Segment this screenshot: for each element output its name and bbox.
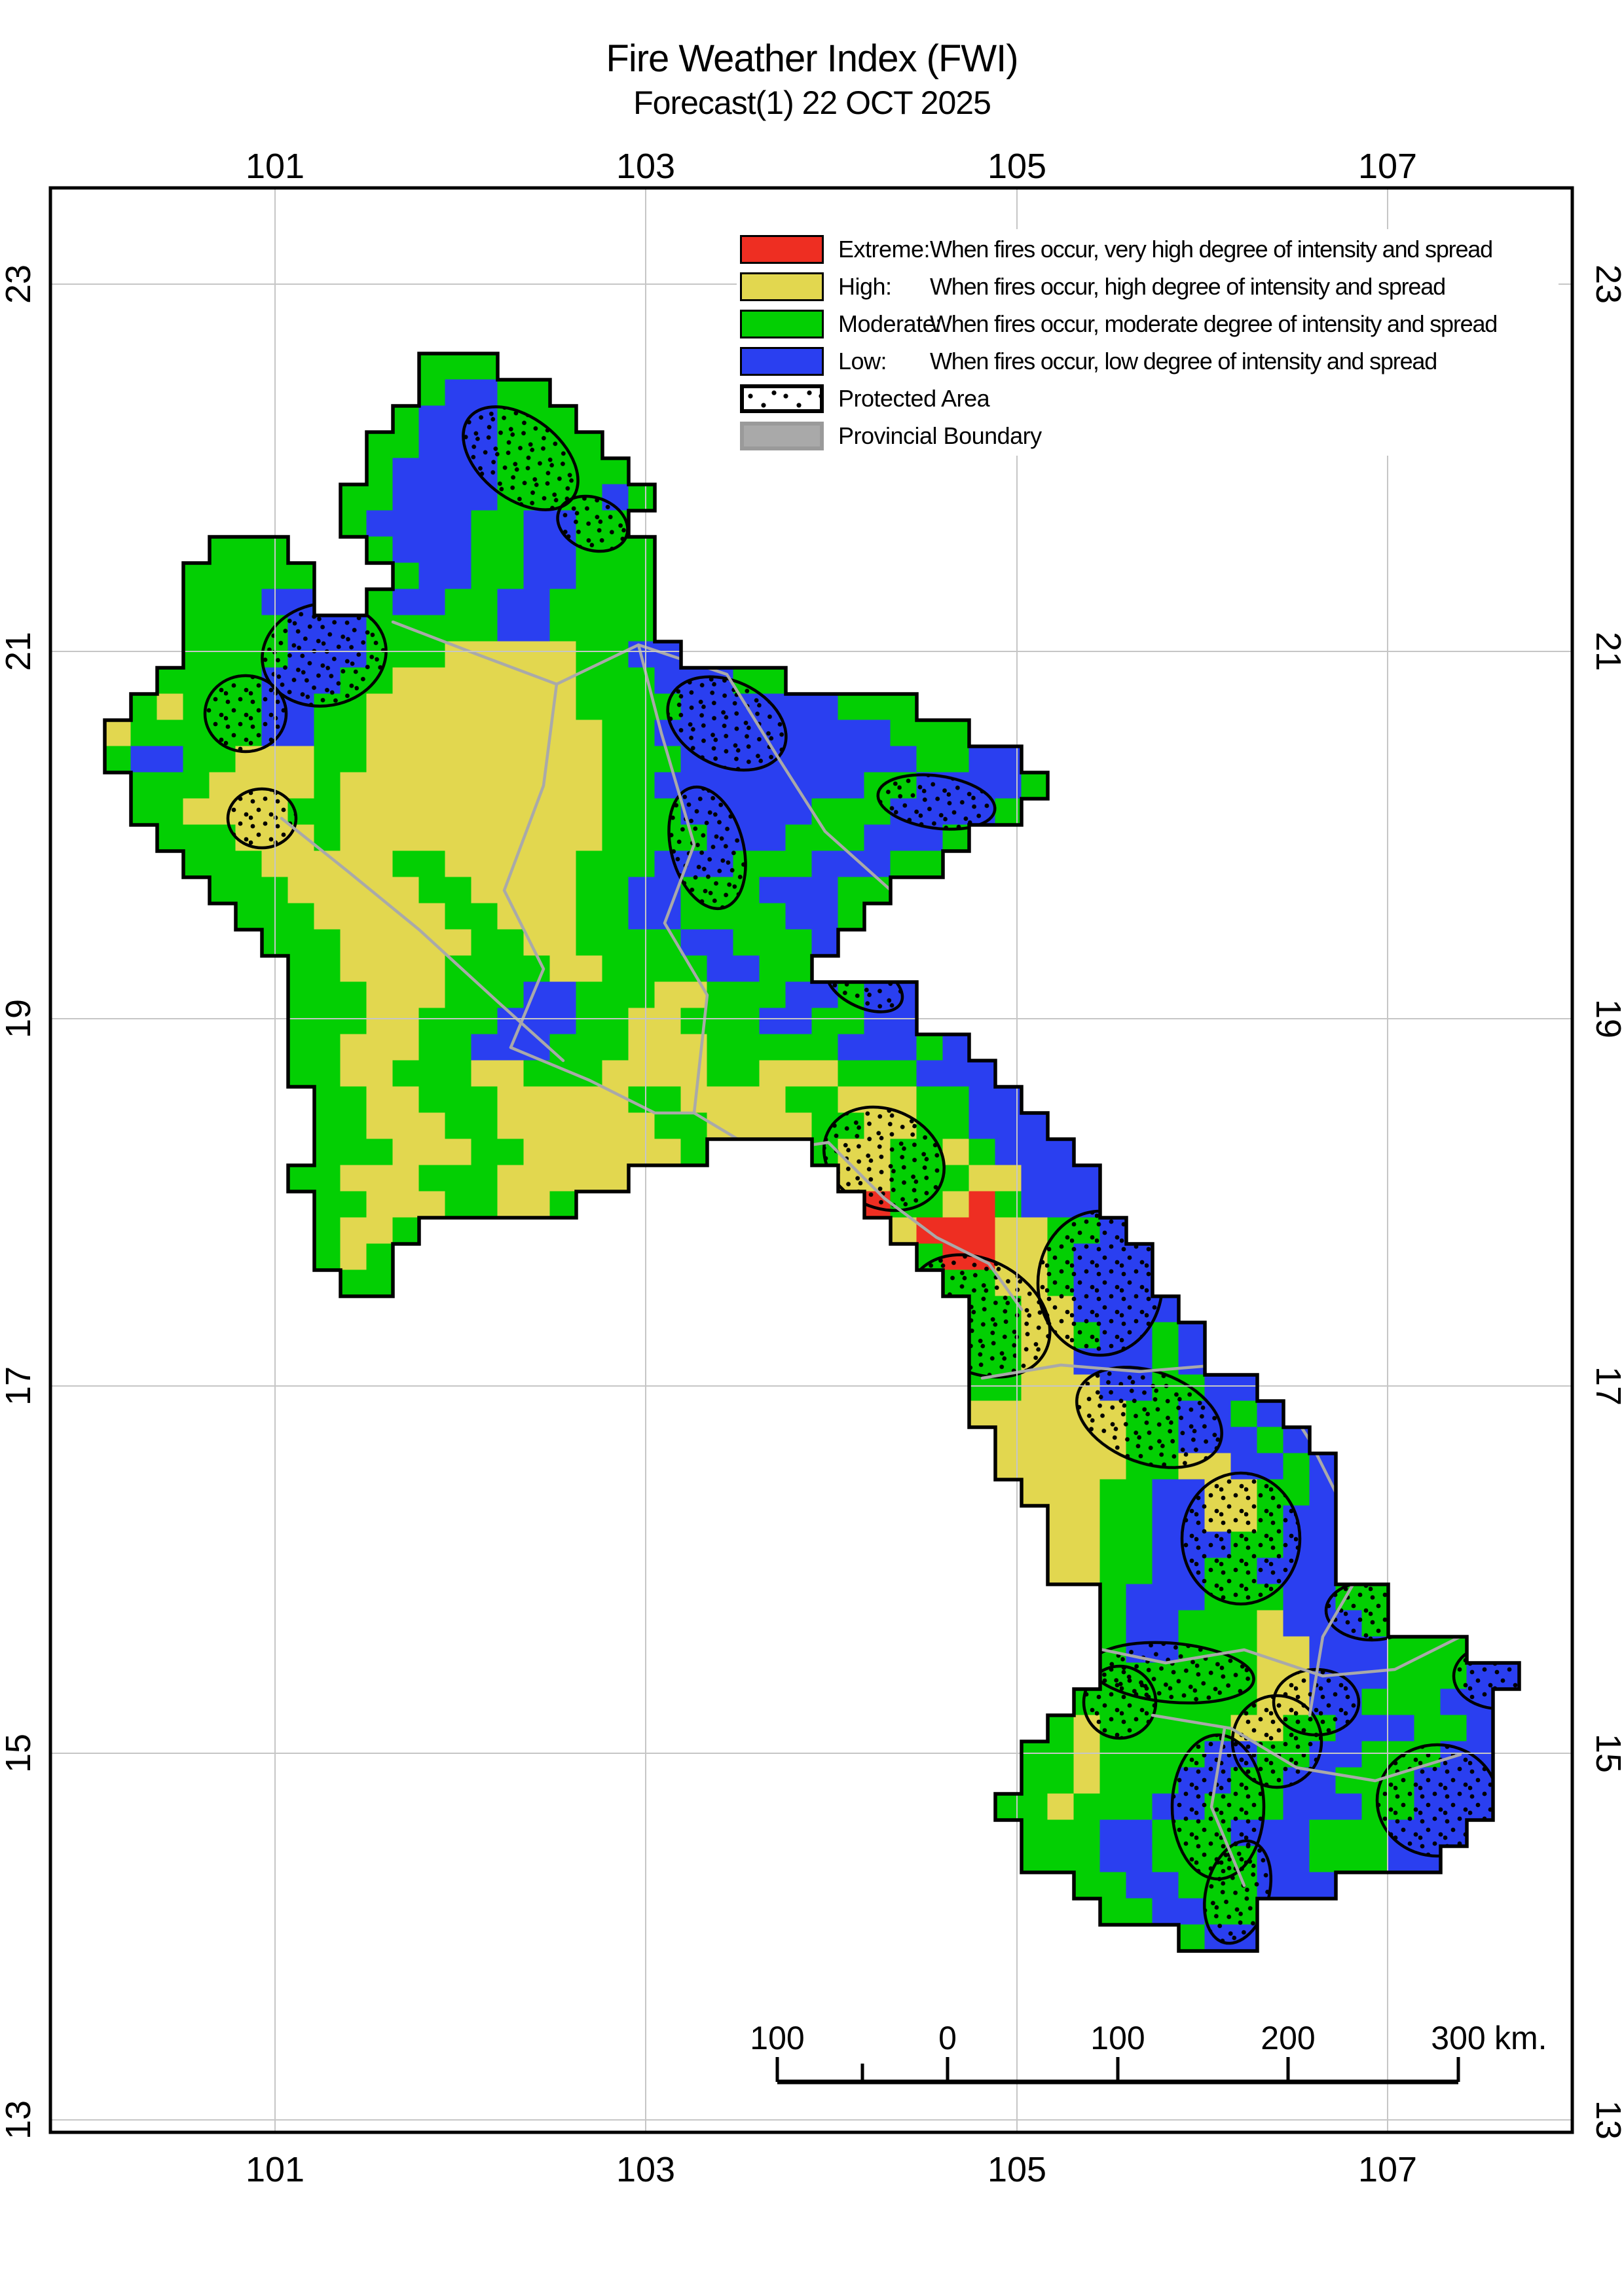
provincial-boundary-line xyxy=(882,1196,1024,1311)
legend-row-protected: Protected Area xyxy=(737,380,1559,417)
provincial-boundary-line xyxy=(502,682,559,1049)
lat-label-right: 13 xyxy=(1589,2100,1624,2140)
graticule xyxy=(50,188,1572,2132)
lat-label-right: 17 xyxy=(1589,1366,1624,1406)
scale-bar: 100 0 100 200 300 km. xyxy=(750,2020,1547,2085)
lon-label-bottom: 103 xyxy=(616,2150,675,2189)
legend-label: High: xyxy=(838,272,892,300)
provincial-boundary-line xyxy=(1151,1713,1462,1783)
lat-label-right: 23 xyxy=(1589,264,1624,304)
legend-swatch-low xyxy=(740,346,824,376)
provincial-boundary-line xyxy=(637,643,709,1115)
provincial-boundary-line xyxy=(1209,1726,1246,1887)
lat-label-left: 13 xyxy=(0,2100,38,2140)
lon-label-top: 105 xyxy=(987,147,1046,186)
provincial-boundary-line xyxy=(1308,1573,1361,1717)
protected-area-blob xyxy=(1036,1209,1164,1357)
lat-label-right: 19 xyxy=(1589,999,1624,1038)
lon-label-top: 103 xyxy=(616,147,675,186)
legend-swatch-high xyxy=(740,272,824,301)
protected-area-blob xyxy=(667,785,747,911)
legend-label: Provincial Boundary xyxy=(838,422,1042,449)
protected-area-blob xyxy=(226,787,298,850)
lat-label-right: 21 xyxy=(1589,632,1624,671)
protected-area-blob xyxy=(1324,1579,1420,1642)
protected-area-blob xyxy=(556,494,629,553)
legend-swatch-protected xyxy=(740,384,824,413)
legend-description: When fires occur, moderate degree of int… xyxy=(930,310,1498,337)
scale-bar-label: 100 xyxy=(1090,2020,1145,2056)
protected-area-blob xyxy=(876,773,997,831)
legend-label: Moderate: xyxy=(838,310,942,337)
lon-label-bottom: 105 xyxy=(987,2150,1046,2189)
map-title: Fire Weather Index (FWI) xyxy=(606,37,1018,80)
protected-area-blob xyxy=(1082,1664,1158,1740)
lat-label-left: 15 xyxy=(0,1734,38,1773)
lat-label-left: 19 xyxy=(0,999,38,1038)
provincial-boundary-line xyxy=(280,816,565,1063)
axis-labels: 101 101 103 103 105 105 107 107 23 23 21 21 19 19 17 17… xyxy=(0,147,1624,2189)
lon-label-bottom: 101 xyxy=(246,2150,304,2189)
legend-row-provincial: Provincial Boundary xyxy=(737,417,1559,454)
protected-area-blob xyxy=(203,674,288,754)
lat-label-right: 15 xyxy=(1589,1734,1624,1773)
scale-bar-label: 0 xyxy=(938,2020,957,2056)
lon-label-bottom: 107 xyxy=(1358,2150,1417,2189)
protected-area-blob xyxy=(1180,1471,1302,1606)
map-frame xyxy=(48,186,1574,2134)
legend-label: Extreme: xyxy=(838,235,931,263)
lon-label-top: 107 xyxy=(1358,147,1417,186)
legend-description: When fires occur, very high degree of in… xyxy=(930,235,1493,263)
map-subtitle: Forecast(1) 22 OCT 2025 xyxy=(633,84,991,121)
country-border xyxy=(103,352,1521,1953)
provincial-boundary-line xyxy=(509,1046,696,1115)
legend-label: Protected Area xyxy=(838,384,990,412)
legend-row-moderate: Moderate: When fires occur, moderate degr… xyxy=(737,305,1559,342)
lat-label-left: 21 xyxy=(0,632,38,671)
legend-description: When fires occur, low degree of intensit… xyxy=(930,347,1437,374)
lat-label-left: 17 xyxy=(0,1366,38,1406)
lat-label-left: 23 xyxy=(0,264,38,304)
legend-row-low: Low: When fires occur, low degree of inte… xyxy=(737,342,1559,380)
legend-row-high: High: When fires occur, high degree of in… xyxy=(737,268,1559,305)
legend-description: When fires occur, high degree of intensi… xyxy=(930,272,1446,300)
provincial-boundary-line xyxy=(1085,1635,1462,1678)
scale-bar-label: 100 xyxy=(750,2020,804,2056)
legend-swatch-moderate xyxy=(740,309,824,338)
protected-area-blob xyxy=(666,675,788,772)
scale-bar-label: 200 xyxy=(1261,2020,1315,2056)
scale-bar-unit: km. xyxy=(1494,2020,1547,2056)
protected-area-blob xyxy=(1075,1366,1223,1469)
legend-label: Low: xyxy=(838,347,887,374)
legend-row-extreme: Extreme: When fires occur, very high degr… xyxy=(737,230,1559,268)
scale-bar-label: 300 xyxy=(1431,2020,1485,2056)
legend: Extreme: When fires occur, very high degr… xyxy=(737,229,1559,456)
legend-swatch-provincial xyxy=(740,421,824,450)
lon-label-top: 101 xyxy=(246,147,304,186)
legend-swatch-extreme xyxy=(740,234,824,264)
